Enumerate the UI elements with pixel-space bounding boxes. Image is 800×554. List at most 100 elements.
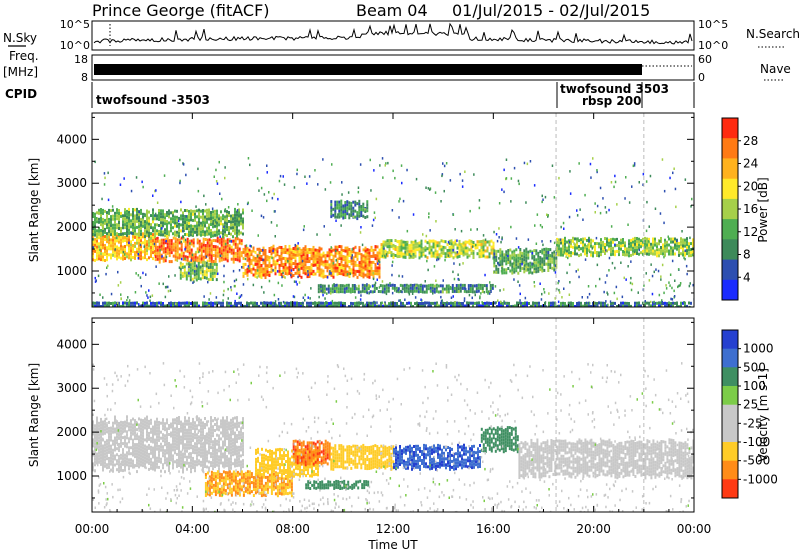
- data-cell: [272, 262, 275, 266]
- data-cell: [180, 214, 182, 218]
- data-cell: [146, 439, 148, 443]
- data-cell: [678, 284, 680, 288]
- data-cell: [189, 278, 192, 282]
- data-cell: [130, 219, 132, 223]
- data-cell: [144, 423, 146, 427]
- data-cell: [401, 287, 404, 291]
- data-cell: [94, 463, 96, 467]
- data-cell: [270, 264, 273, 268]
- freq-panel-frame: [91, 54, 695, 81]
- data-cell: [224, 239, 227, 243]
- data-cell: [510, 200, 512, 203]
- data-cell: [658, 248, 660, 252]
- data-cell: [172, 445, 174, 449]
- data-cell: [176, 221, 178, 225]
- data-cell: [364, 252, 367, 256]
- data-cell: [398, 252, 401, 255]
- data-cell: [672, 237, 674, 241]
- data-cell: [104, 227, 106, 231]
- data-cell: [188, 212, 190, 216]
- data-cell: [102, 211, 104, 215]
- data-cell: [371, 290, 374, 294]
- data-cell: [224, 251, 227, 255]
- data-cell: [122, 460, 124, 464]
- data-cell: [134, 455, 136, 459]
- data-cell: [626, 253, 628, 257]
- data-cell: [666, 246, 668, 250]
- data-cell: [383, 284, 386, 288]
- data-cell: [646, 249, 648, 253]
- data-cell: [519, 248, 522, 251]
- data-cell: [248, 248, 251, 252]
- data-cell: [441, 173, 444, 176]
- data-cell: [150, 249, 152, 252]
- data-cell: [192, 253, 195, 257]
- data-cell: [96, 422, 98, 426]
- data-cell: [296, 168, 298, 172]
- data-cell: [557, 281, 559, 285]
- data-cell: [378, 254, 381, 258]
- data-cell: [290, 269, 293, 272]
- data-cell: [116, 248, 118, 252]
- data-cell: [247, 265, 250, 268]
- data-cell: [330, 292, 332, 295]
- data-cell: [319, 283, 322, 287]
- data-cell: [294, 262, 297, 266]
- data-cell: [92, 438, 94, 442]
- power-ylabel: Slant Range [km]: [27, 158, 41, 262]
- data-cell: [341, 181, 343, 184]
- data-cell: [562, 250, 564, 254]
- data-cell: [527, 250, 530, 254]
- data-cell: [638, 181, 640, 184]
- data-cell: [582, 218, 584, 221]
- data-cell: [576, 246, 578, 250]
- data-cell: [152, 449, 154, 453]
- data-cell: [216, 221, 218, 225]
- data-cell: [594, 245, 596, 249]
- data-cell: [104, 176, 106, 180]
- data-cell: [610, 247, 612, 251]
- data-cell: [576, 240, 578, 244]
- data-cell: [146, 212, 148, 216]
- data-cell: [489, 287, 492, 290]
- data-cell: [213, 175, 215, 178]
- data-cell: [160, 421, 162, 425]
- data-cell: [335, 259, 337, 262]
- data-cell: [547, 214, 549, 217]
- data-cell: [410, 254, 412, 258]
- data-cell: [282, 175, 284, 178]
- data-cell: [166, 418, 168, 422]
- data-cell: [168, 254, 171, 258]
- data-cell: [644, 242, 646, 246]
- data-cell: [160, 469, 162, 473]
- data-cell: [358, 202, 361, 206]
- data-cell: [168, 209, 170, 213]
- data-cell: [266, 199, 268, 203]
- data-cell: [440, 299, 443, 303]
- data-cell: [168, 466, 170, 469]
- data-cell: [650, 251, 652, 255]
- data-cell: [464, 243, 467, 247]
- data-cell: [223, 264, 225, 268]
- data-cell: [535, 261, 538, 265]
- data-cell: [666, 249, 668, 253]
- data-cell: [346, 264, 349, 268]
- data-cell: [567, 256, 569, 260]
- data-cell: [478, 243, 481, 247]
- data-cell: [350, 207, 353, 211]
- data-cell: [333, 283, 335, 286]
- data-cell: [282, 300, 285, 304]
- data-cell: [354, 245, 357, 249]
- data-cell: [116, 420, 118, 424]
- data-cell: [228, 304, 230, 307]
- data-cell: [221, 197, 223, 201]
- data-cell: [230, 304, 232, 307]
- data-cell: [468, 304, 470, 307]
- data-cell: [439, 284, 442, 288]
- data-cell: [172, 433, 174, 437]
- data-cell: [116, 423, 118, 427]
- data-cell: [594, 242, 596, 246]
- data-cell: [318, 261, 321, 265]
- data-cell: [640, 251, 642, 255]
- data-cell: [456, 255, 459, 259]
